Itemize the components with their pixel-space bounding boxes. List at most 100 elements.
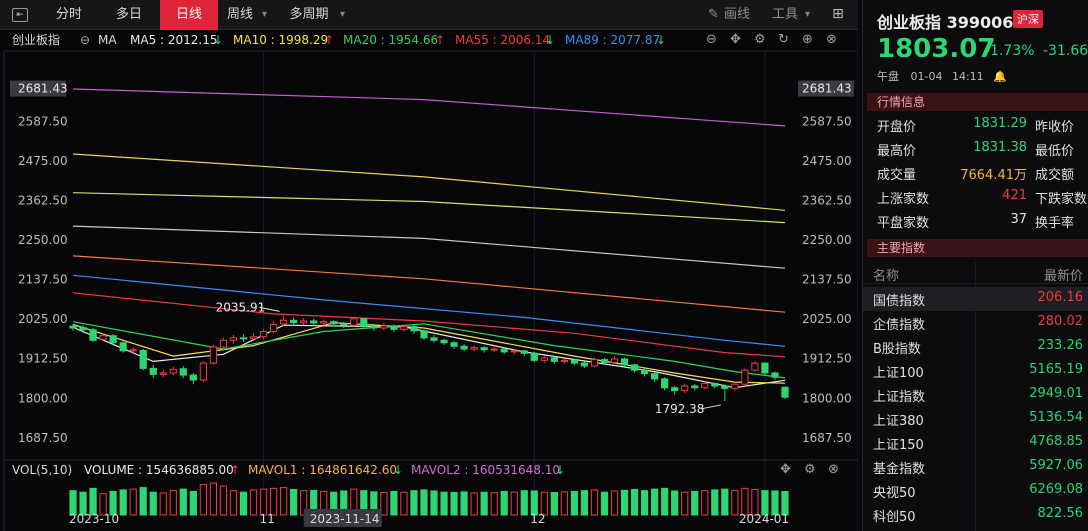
candle-body <box>701 383 709 389</box>
index-row[interactable]: 央视50 6269.08 <box>863 479 1088 503</box>
volume-bar <box>630 488 639 516</box>
candle-body <box>560 359 568 362</box>
volume-bar <box>430 490 438 516</box>
quote-row: 平盘家数 37 换手率 <box>863 209 1088 233</box>
index-row[interactable]: 基金指数 5927.06 <box>863 455 1088 479</box>
candle-body <box>259 330 268 338</box>
tab-intraday[interactable]: 分时 <box>55 7 82 22</box>
candle-body <box>279 319 288 325</box>
volume-bar <box>209 482 218 516</box>
volume-bar <box>500 490 508 516</box>
volume-series <box>69 482 789 516</box>
volume-value: VOLUME : 154636885.00 <box>84 463 234 477</box>
quote-label: 最高价 <box>877 144 917 159</box>
tools-button[interactable]: 工具 <box>772 7 799 22</box>
index-name: 基金指数 <box>873 462 926 477</box>
index-row[interactable]: 科创50 822.56 <box>863 503 1088 527</box>
candle-body <box>450 342 458 347</box>
ma-line-ma-long-5 <box>72 88 786 127</box>
refresh-icon[interactable]: ↻ <box>778 32 789 47</box>
index-price: 5165.19 <box>1029 362 1083 377</box>
tab-daily[interactable]: 日线 <box>160 0 218 30</box>
volume-bar <box>761 490 769 516</box>
vol-close-icon[interactable]: ⊗ <box>828 462 839 477</box>
layout-grid-icon[interactable]: ⊞ <box>832 6 844 22</box>
index-row[interactable]: 上证100 5165.19 <box>863 359 1088 383</box>
volume-bar <box>450 491 458 516</box>
index-row[interactable]: 上证380 5136.54 <box>863 407 1088 431</box>
index-row[interactable]: 企债指数 280.02 <box>863 311 1088 335</box>
volume-bar <box>550 491 558 516</box>
quote-row: 最高价 1831.38 最低价 <box>863 137 1088 161</box>
tab-multi-day[interactable]: 多日 <box>115 7 142 22</box>
volume-bar <box>109 490 117 516</box>
candle-body <box>169 368 177 374</box>
index-name: 上证指数 <box>873 390 926 405</box>
candle-body <box>520 350 528 354</box>
y-tick-label-right: 2250.00 <box>802 233 852 247</box>
candle-body <box>219 339 228 348</box>
pencil-icon[interactable]: ✎ <box>708 7 719 22</box>
y-max-label-right: 2681.43 <box>802 82 852 96</box>
volume-bar <box>169 490 177 516</box>
index-row[interactable]: B股指数 233.26 <box>863 335 1088 359</box>
ma89-arrow: ↓ <box>656 33 667 47</box>
gear-icon[interactable]: ⚙ <box>754 32 766 47</box>
y-tick-label-left: 1800.00 <box>18 391 68 405</box>
candle-body <box>530 352 538 361</box>
index-price: 4768.85 <box>1029 434 1083 449</box>
y-max-label-left: 2681.43 <box>18 82 68 96</box>
candle-body <box>199 362 207 381</box>
weekly-dropdown-icon[interactable]: ▾ <box>262 9 268 20</box>
candle-body <box>771 372 779 378</box>
session-date: 01-04 <box>910 70 943 83</box>
quote-value: 37 <box>1010 212 1027 227</box>
ma10-arrow: ↑ <box>324 33 335 47</box>
vol-move-icon[interactable]: ✥ <box>780 462 791 477</box>
plus-circle-icon[interactable]: ⊕ <box>802 32 813 47</box>
index-row[interactable]: 上证指数 2949.01 <box>863 383 1088 407</box>
tab-weekly[interactable]: 周线 <box>226 7 253 22</box>
candle-body <box>249 336 258 340</box>
draw-line-button[interactable]: 画线 <box>724 7 751 22</box>
vol-label[interactable]: VOL(5,10) <box>12 463 73 477</box>
volume-bar <box>771 490 779 516</box>
bell-icon[interactable]: 🔔 <box>993 70 1007 83</box>
index-price: 206.16 <box>1037 290 1084 305</box>
multi-period-dropdown-icon[interactable]: ▾ <box>340 9 346 20</box>
x-tick-label: 2023-10 <box>69 512 119 526</box>
quote-row: 上涨家数 421 下跌家数 <box>863 185 1088 209</box>
chart-toolbar: ⇤ 分时 多日 日线 周线 ▾ 多周期 ▾ ✎ 画线 工具 ▾ ⊞ <box>0 0 858 30</box>
candle-body <box>570 359 579 364</box>
ma-toggle-icon[interactable]: ⊖ <box>80 33 91 47</box>
move-icon[interactable]: ✥ <box>730 32 741 47</box>
index-row[interactable]: 上证150 4768.85 <box>863 431 1088 455</box>
kline-chart[interactable]: 2681.43 2681.43 2587.50 2587.50 2475.00 2475.… <box>0 30 858 531</box>
close-circle-icon[interactable]: ⊗ <box>826 32 837 47</box>
minus-circle-icon[interactable]: ⊖ <box>706 32 717 47</box>
candle-body <box>430 337 438 341</box>
volume-bar <box>89 487 97 516</box>
vol-gear-icon[interactable]: ⚙ <box>804 462 816 477</box>
candle-body <box>721 385 729 389</box>
y-tick-label-left: 1912.50 <box>18 352 68 366</box>
index-name: B股指数 <box>873 342 921 357</box>
x-axis: 2023-10 11 2023-11-14 12 2024-01 <box>69 509 789 527</box>
tools-dropdown-icon[interactable]: ▾ <box>805 9 811 20</box>
volume-bar <box>741 487 749 516</box>
mavol1-arrow: ↓ <box>393 463 404 477</box>
x-tick-label: 2024-01 <box>739 512 789 526</box>
volume-bar <box>681 491 689 516</box>
quote-label: 开盘价 <box>877 120 917 135</box>
volume-bar <box>119 489 127 516</box>
quote-value: 7664.41万 <box>960 168 1027 183</box>
candle-body <box>460 345 468 350</box>
collapse-sidebar-icon[interactable]: ⇤ <box>12 8 28 22</box>
tab-multi-period[interactable]: 多周期 <box>289 7 329 22</box>
candle-body <box>350 318 358 326</box>
candle-body <box>239 337 248 340</box>
index-row[interactable]: 国债指数 206.16 <box>863 287 1088 311</box>
volume-bar <box>590 489 599 516</box>
ma-label[interactable]: MA <box>98 33 117 47</box>
candle-body <box>500 348 508 353</box>
